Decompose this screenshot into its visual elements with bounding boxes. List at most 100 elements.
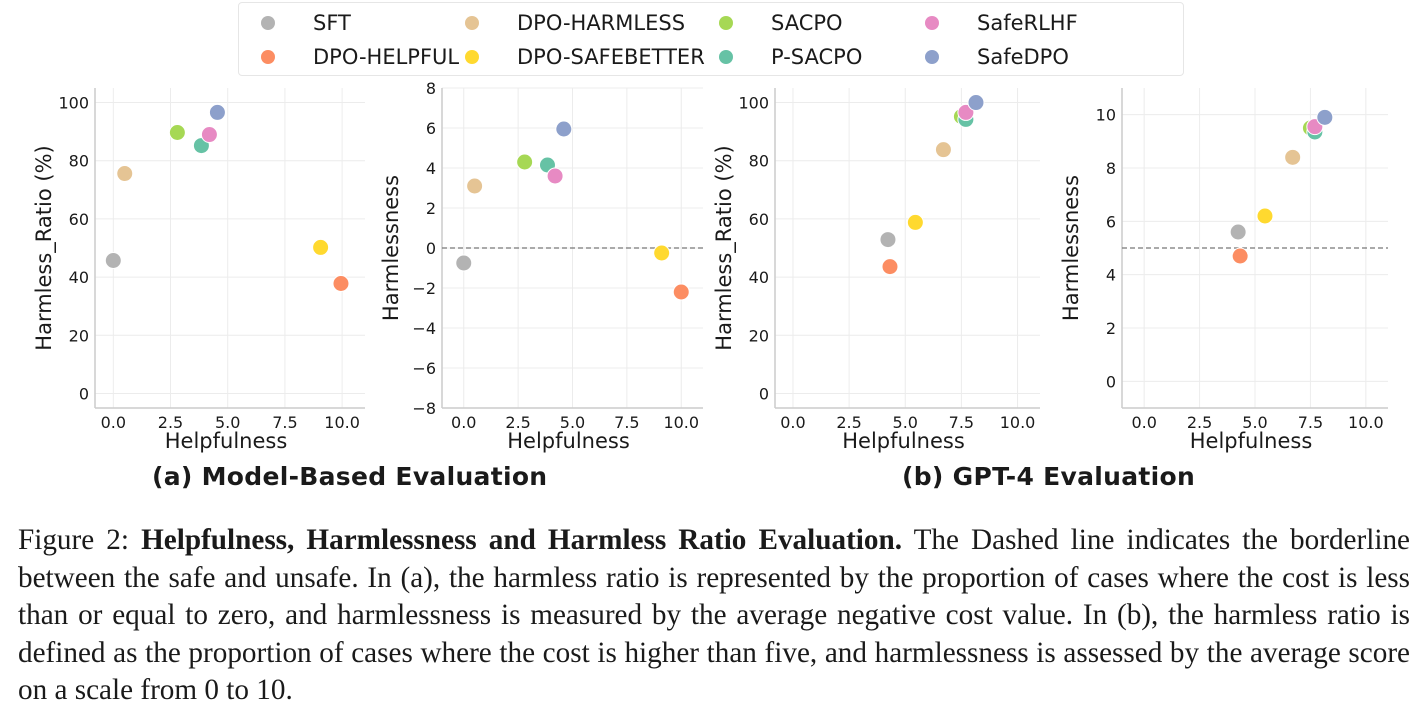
y-tick-label: 20 xyxy=(749,326,769,345)
y-tick-label: 100 xyxy=(58,94,89,113)
x-tick-label: 2.5 xyxy=(158,413,183,432)
y-tick-label: 20 xyxy=(69,326,89,345)
y-tick-label: 40 xyxy=(749,268,769,287)
x-tick-label: 5.0 xyxy=(1242,413,1267,432)
point-safedpo xyxy=(555,120,573,138)
legend-label: DPO-HARMLESS xyxy=(517,11,686,35)
x-tick-label: 7.5 xyxy=(1298,413,1323,432)
legend-label: DPO-SAFEBETTER xyxy=(517,45,705,69)
legend-marker-icon xyxy=(465,50,479,64)
y-tick-label: −8 xyxy=(412,399,436,418)
x-tick-label: 2.5 xyxy=(1187,413,1212,432)
legend-marker-icon xyxy=(925,50,939,64)
y-tick-label: 6 xyxy=(1106,212,1116,231)
point-dpo-helpful xyxy=(1231,247,1249,265)
legend-item-dpo-safebetter: DPO-SAFEBETTER xyxy=(465,45,705,69)
x-axis-label: Helpfulness xyxy=(1190,429,1313,453)
legend-marker-icon xyxy=(261,50,275,64)
x-tick-label: 10.0 xyxy=(324,413,360,432)
subcaption-a: (a) Model-Based Evaluation xyxy=(152,462,548,491)
y-tick-label: 4 xyxy=(1106,266,1116,285)
legend-label: SafeRLHF xyxy=(977,11,1078,35)
point-dpo-harmless xyxy=(934,141,952,159)
x-tick-label: 7.5 xyxy=(614,413,639,432)
point-dpo-safebetter xyxy=(906,213,924,231)
point-saferlhf xyxy=(546,167,564,185)
y-tick-label: −6 xyxy=(412,359,436,378)
legend-item-saferlhf: SafeRLHF xyxy=(925,11,1078,35)
y-axis-label: Harmless_Ratio (%) xyxy=(32,145,57,350)
point-sft xyxy=(104,252,122,270)
x-tick-label: 0.0 xyxy=(451,413,476,432)
legend-label: SACPO xyxy=(771,11,843,35)
y-tick-label: 10 xyxy=(1096,106,1116,125)
subcaption-b: (b) GPT-4 Evaluation xyxy=(902,462,1196,491)
y-tick-label: 0 xyxy=(759,384,769,403)
point-safedpo xyxy=(1316,108,1334,126)
legend-marker-icon xyxy=(261,16,275,30)
point-dpo-helpful xyxy=(881,258,899,276)
y-tick-label: 100 xyxy=(738,94,769,113)
legend-marker-icon xyxy=(719,50,733,64)
y-tick-label: 60 xyxy=(69,210,89,229)
caption-bold-title: Helpfulness, Harmlessness and Harmless R… xyxy=(141,524,903,556)
point-dpo-helpful xyxy=(332,274,350,292)
legend-item-safedpo: SafeDPO xyxy=(925,45,1069,69)
legend-item-sacpo: SACPO xyxy=(719,11,843,35)
point-dpo-harmless xyxy=(116,165,134,183)
point-sft xyxy=(455,254,473,272)
y-tick-label: 60 xyxy=(749,210,769,229)
x-tick-label: 2.5 xyxy=(505,413,530,432)
caption-prefix: Figure 2: xyxy=(18,524,142,556)
legend-label: P-SACPO xyxy=(771,45,863,69)
y-tick-label: 0 xyxy=(79,384,89,403)
x-tick-label: 10.0 xyxy=(1000,413,1036,432)
legend: SFT DPO-HELPFUL DPO-HARMLESS DPO-SAFEBETTER… xyxy=(238,2,1184,76)
x-tick-label: 5.0 xyxy=(893,413,918,432)
point-dpo-safebetter xyxy=(312,238,330,256)
y-tick-label: 2 xyxy=(1106,319,1116,338)
legend-label: DPO-HELPFUL xyxy=(313,45,460,69)
x-tick-label: 2.5 xyxy=(836,413,861,432)
y-tick-label: 40 xyxy=(69,268,89,287)
x-tick-label: 7.5 xyxy=(272,413,297,432)
y-tick-label: 8 xyxy=(1106,159,1116,178)
legend-label: SFT xyxy=(313,11,351,35)
x-tick-label: 10.0 xyxy=(1348,413,1384,432)
y-axis-label: Harmless_Ratio (%) xyxy=(712,145,737,350)
figure-caption: Figure 2: Helpfulness, Harmlessness and … xyxy=(18,522,1410,710)
y-tick-label: −4 xyxy=(412,319,436,338)
x-tick-label: 7.5 xyxy=(949,413,974,432)
point-sacpo xyxy=(516,153,534,171)
x-tick-label: 0.0 xyxy=(780,413,805,432)
x-axis-label: Helpfulness xyxy=(165,429,288,453)
legend-item-p-sacpo: P-SACPO xyxy=(719,45,862,69)
y-tick-label: 6 xyxy=(426,119,436,138)
y-axis-label: Harmlessness xyxy=(379,175,403,321)
point-dpo-safebetter xyxy=(653,244,671,262)
y-tick-label: 0 xyxy=(1106,372,1116,391)
point-safedpo xyxy=(208,103,226,121)
point-dpo-harmless xyxy=(466,177,484,195)
y-tick-label: 0 xyxy=(426,239,436,258)
y-tick-label: 8 xyxy=(426,79,436,98)
scatter-plot-b-harmless-ratio: 0.0 2.5 5.0 7.5 10.0 0 20 40 60 80 100 Helpfulness H… xyxy=(712,88,1040,453)
point-saferlhf xyxy=(200,126,218,144)
point-safedpo xyxy=(967,94,985,112)
point-sft xyxy=(879,231,897,249)
x-tick-label: 5.0 xyxy=(215,413,240,432)
legend-marker-icon xyxy=(465,16,479,30)
y-tick-label: 2 xyxy=(426,199,436,218)
x-tick-label: 10.0 xyxy=(663,413,699,432)
y-tick-label: 4 xyxy=(426,159,436,178)
x-axis-label: Helpfulness xyxy=(507,429,630,453)
y-tick-label: 80 xyxy=(749,152,769,171)
point-sacpo xyxy=(168,124,186,142)
y-axis-label: Harmlessness xyxy=(1059,175,1083,321)
x-tick-label: 5.0 xyxy=(560,413,585,432)
point-dpo-helpful xyxy=(672,283,690,301)
x-axis-label: Helpfulness xyxy=(842,429,965,453)
caption-body: The Dashed line indicates the borderline… xyxy=(18,524,1410,706)
scatter-plot-b-harmlessness: 0.0 2.5 5.0 7.5 10.0 0 2 4 6 8 10 Helpfulness Harmle… xyxy=(1059,88,1388,453)
y-tick-label: 80 xyxy=(69,152,89,171)
